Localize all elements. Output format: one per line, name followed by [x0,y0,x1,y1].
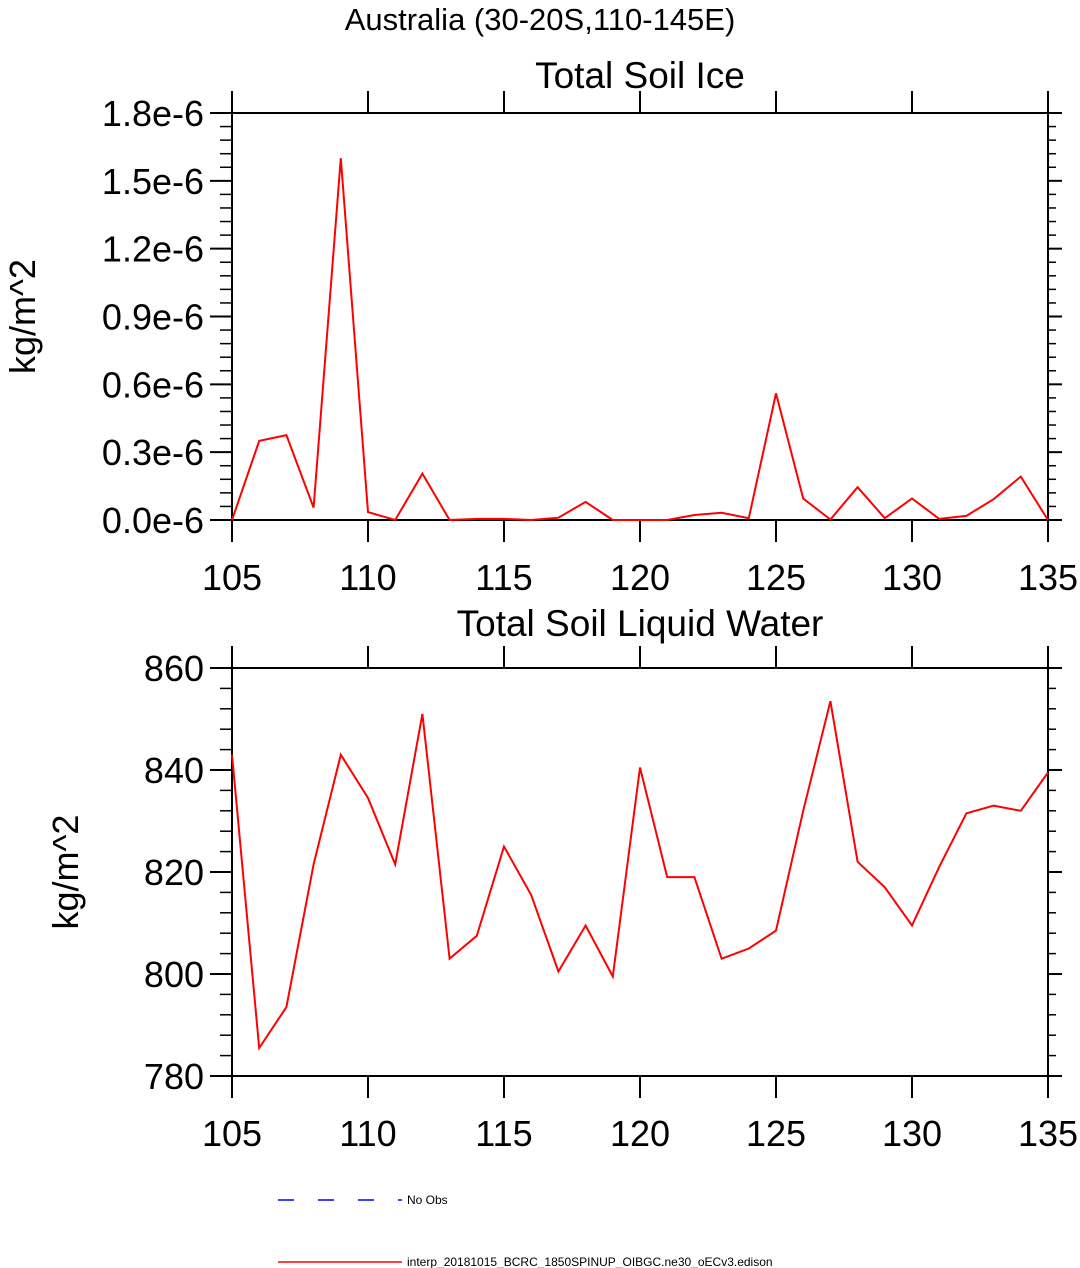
x-tick-label: 110 [339,557,396,598]
x-tick-label: 130 [882,1113,942,1154]
x-tick-label: 105 [202,1113,262,1154]
panel-title: Total Soil Liquid Water [457,603,824,644]
y-tick-label: 0.3e-6 [102,432,204,473]
y-tick-label: 1.5e-6 [102,161,204,202]
y-tick-label: 1.2e-6 [102,229,204,270]
plot-frame [231,667,1049,1077]
legend-item-model: interp_20181015_BCRC_1850SPINUP_OIBGC.ne… [278,1255,773,1268]
panel-total-soil-liquid-water: Total Soil Liquid Water kg/m^2 105 110 115… [45,603,1078,1154]
series-line-model [231,700,1049,1051]
x-tick-label: 135 [1018,1113,1078,1154]
y-tick-label: 840 [144,750,204,791]
y-tick-label: 820 [144,852,204,893]
plot-frame [231,112,1049,521]
y-tick-label: 0.6e-6 [102,364,204,405]
legend: No Obs interp_20181015_BCRC_1850SPINUP_O… [278,1193,773,1268]
x-tick-label: 125 [746,557,806,598]
x-tick-label: 120 [610,557,670,598]
y-tick-label: 780 [144,1056,204,1097]
panel-title: Total Soil Ice [535,55,745,96]
y-tick-label: 1.8e-6 [102,93,204,134]
figure-title: Australia (30-20S,110-145E) [345,2,736,37]
y-axis-label: kg/m^2 [45,815,86,930]
x-tick-label: 105 [202,557,262,598]
legend-label-model: interp_20181015_BCRC_1850SPINUP_OIBGC.ne… [407,1255,773,1268]
y-tick-label: 860 [144,648,204,689]
x-tick-label: 130 [882,557,942,598]
y-tick-label: 0.9e-6 [102,297,204,338]
legend-item-obs: No Obs [278,1193,448,1207]
x-tick-label: 115 [475,1113,532,1154]
x-tick-label: 115 [475,557,532,598]
y-axis-label: kg/m^2 [2,259,43,374]
legend-label-obs: No Obs [407,1193,448,1207]
x-tick-label: 120 [610,1113,670,1154]
x-tick-label: 110 [339,1113,396,1154]
series-line-model [231,158,1049,522]
x-tick-label: 125 [746,1113,806,1154]
y-tick-label: 0.0e-6 [102,500,204,541]
y-tick-label: 800 [144,954,204,995]
x-tick-label: 135 [1018,557,1078,598]
panel-total-soil-ice: Total Soil Ice kg/m^2 105 110 115 120 125 130… [2,55,1078,598]
